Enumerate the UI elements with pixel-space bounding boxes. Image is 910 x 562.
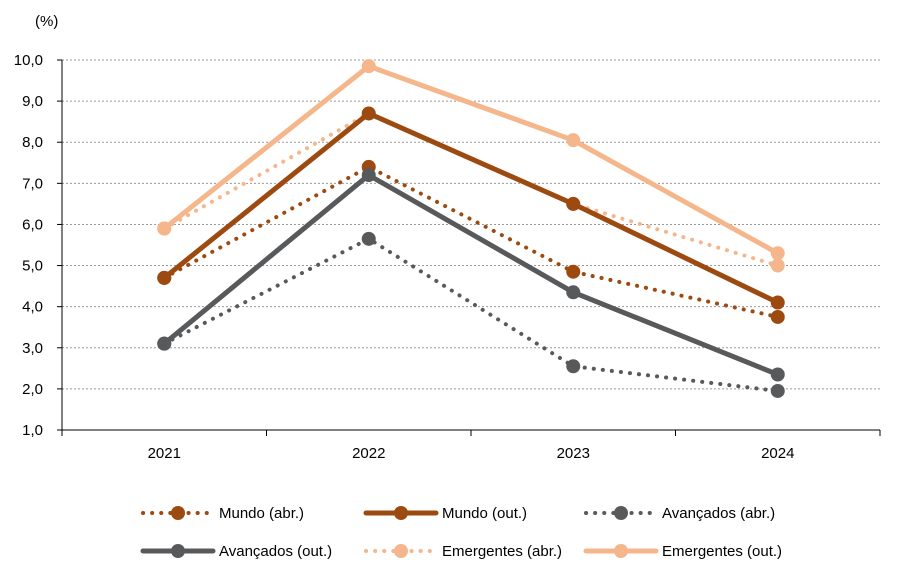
legend-marker — [614, 506, 628, 520]
data-point — [566, 285, 581, 300]
y-tick-label: 10,0 — [14, 52, 43, 69]
data-point — [157, 270, 172, 285]
data-point — [770, 383, 785, 398]
y-tick-label: 2,0 — [22, 381, 43, 398]
legend-item: Avançados (out.) — [140, 543, 332, 560]
x-tick-label: 2021 — [148, 445, 181, 462]
x-tick-label: 2022 — [352, 445, 385, 462]
data-point — [770, 246, 785, 261]
legend-marker — [394, 506, 408, 520]
x-axis-ticks: 2021 2022 2023 2024 — [61, 430, 881, 462]
legend-label: Mundo (abr.) — [219, 505, 304, 522]
legend-label: Mundo (out.) — [442, 505, 527, 522]
legend-item: Emergentes (out.) — [583, 543, 782, 560]
data-point — [770, 258, 785, 273]
series-line — [162, 111, 780, 268]
data-point — [770, 367, 785, 382]
data-point — [361, 106, 376, 121]
legend-label: Avançados (out.) — [219, 543, 332, 560]
legend-item: Mundo (out.) — [363, 505, 527, 522]
legend-label: Emergentes (abr.) — [442, 543, 562, 560]
y-tick-label: 7,0 — [22, 175, 43, 192]
y-tick-label: 9,0 — [22, 93, 43, 110]
unit-label: (%) — [35, 13, 58, 30]
y-tick-label: 3,0 — [22, 340, 43, 357]
legend-label: Avançados (abr.) — [662, 505, 775, 522]
y-tick-label: 4,0 — [22, 299, 43, 316]
series-Avançados (out.) — [157, 168, 785, 382]
legend-item: Avançados (abr.) — [584, 505, 775, 522]
series-line — [161, 172, 781, 377]
y-tick-label: 8,0 — [22, 134, 43, 151]
series-line — [162, 236, 780, 393]
x-tick-label: 2024 — [761, 445, 794, 462]
legend-marker — [171, 506, 185, 520]
data-point — [361, 168, 376, 183]
gridlines — [62, 59, 880, 390]
series-line — [162, 164, 780, 319]
data-point — [566, 196, 581, 211]
series-Mundo (out.) — [157, 106, 785, 310]
series-Avançados (abr.) — [157, 231, 785, 398]
data-point — [770, 295, 785, 310]
data-point — [157, 336, 172, 351]
data-point — [770, 309, 785, 324]
data-point — [157, 221, 172, 236]
series-Emergentes (abr.) — [157, 106, 785, 273]
legend-label: Emergentes (out.) — [662, 543, 782, 560]
x-tick-label: 2023 — [557, 445, 590, 462]
y-tick-label: 5,0 — [22, 258, 43, 275]
series-Emergentes (out.) — [157, 59, 785, 261]
data-point — [361, 231, 376, 246]
series-Mundo (abr.) — [157, 159, 785, 324]
axes — [61, 60, 880, 431]
legend-marker — [394, 544, 408, 558]
legend-marker — [614, 544, 628, 558]
data-point — [566, 359, 581, 374]
data-point — [566, 133, 581, 148]
legend-item: Mundo (abr.) — [141, 505, 304, 522]
y-tick-label: 1,0 — [22, 422, 43, 439]
y-tick-label: 6,0 — [22, 216, 43, 233]
legend-item: Emergentes (abr.) — [364, 543, 562, 560]
series-group — [157, 59, 785, 398]
legend: Mundo (abr.) Mundo (out.) Avançados (abr.)… — [140, 505, 782, 560]
series-line — [161, 110, 781, 306]
series-line — [161, 63, 781, 256]
y-axis-ticks: 1,0 2,0 3,0 4,0 5,0 6,0 7,0 8,0 9,0 10,0 — [14, 52, 62, 439]
data-point — [566, 264, 581, 279]
legend-marker — [171, 544, 185, 558]
data-point — [361, 59, 376, 74]
